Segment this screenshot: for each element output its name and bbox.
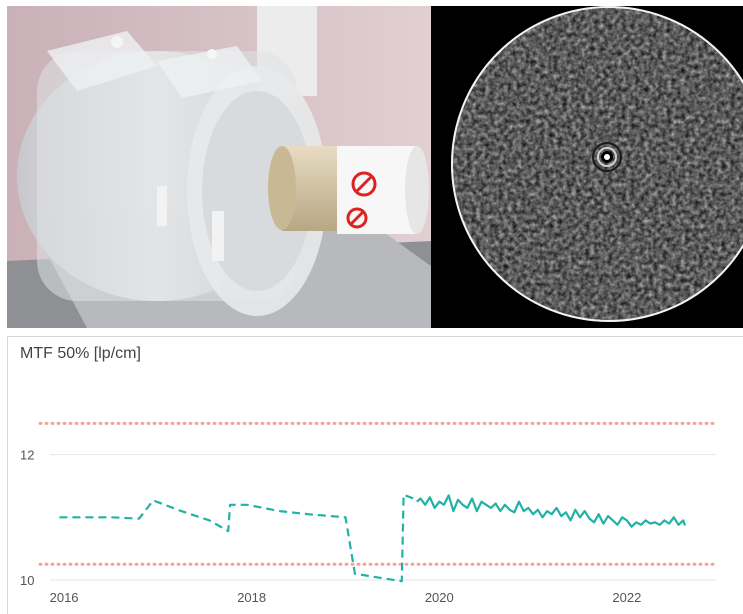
mtf-chart-panel: MTF 50% [lp/cm] 10 12 2016 2018 2020 2022 [7,336,743,614]
x-tick-label: 2016 [50,590,79,605]
series-line-solid [416,494,687,528]
y-tick-label: 12 [20,448,34,463]
phantom-photo [7,6,431,328]
series-line-dashed [59,493,418,583]
x-tick-label: 2018 [237,590,266,605]
x-tick-label: 2022 [612,590,641,605]
mtf-line-chart: 10 12 2016 2018 2020 2022 [20,421,720,605]
x-tick-label: 2020 [425,590,454,605]
chart-title: MTF 50% [lp/cm] [20,345,141,362]
ct-slice-illustration [431,6,743,328]
ct-slice-image [431,6,743,328]
phantom-photo-illustration [7,6,431,328]
y-tick-label: 10 [20,573,34,588]
